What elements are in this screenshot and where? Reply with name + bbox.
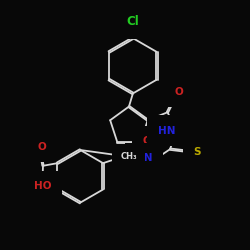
Text: HN: HN [158,126,176,136]
Text: HN: HN [135,153,152,163]
Text: Cl: Cl [126,14,139,28]
Text: CH₃: CH₃ [120,152,137,161]
Text: O: O [143,136,152,146]
Text: S: S [194,147,201,157]
Text: O: O [37,142,46,152]
Text: O: O [174,87,183,97]
Text: HO: HO [34,181,52,191]
